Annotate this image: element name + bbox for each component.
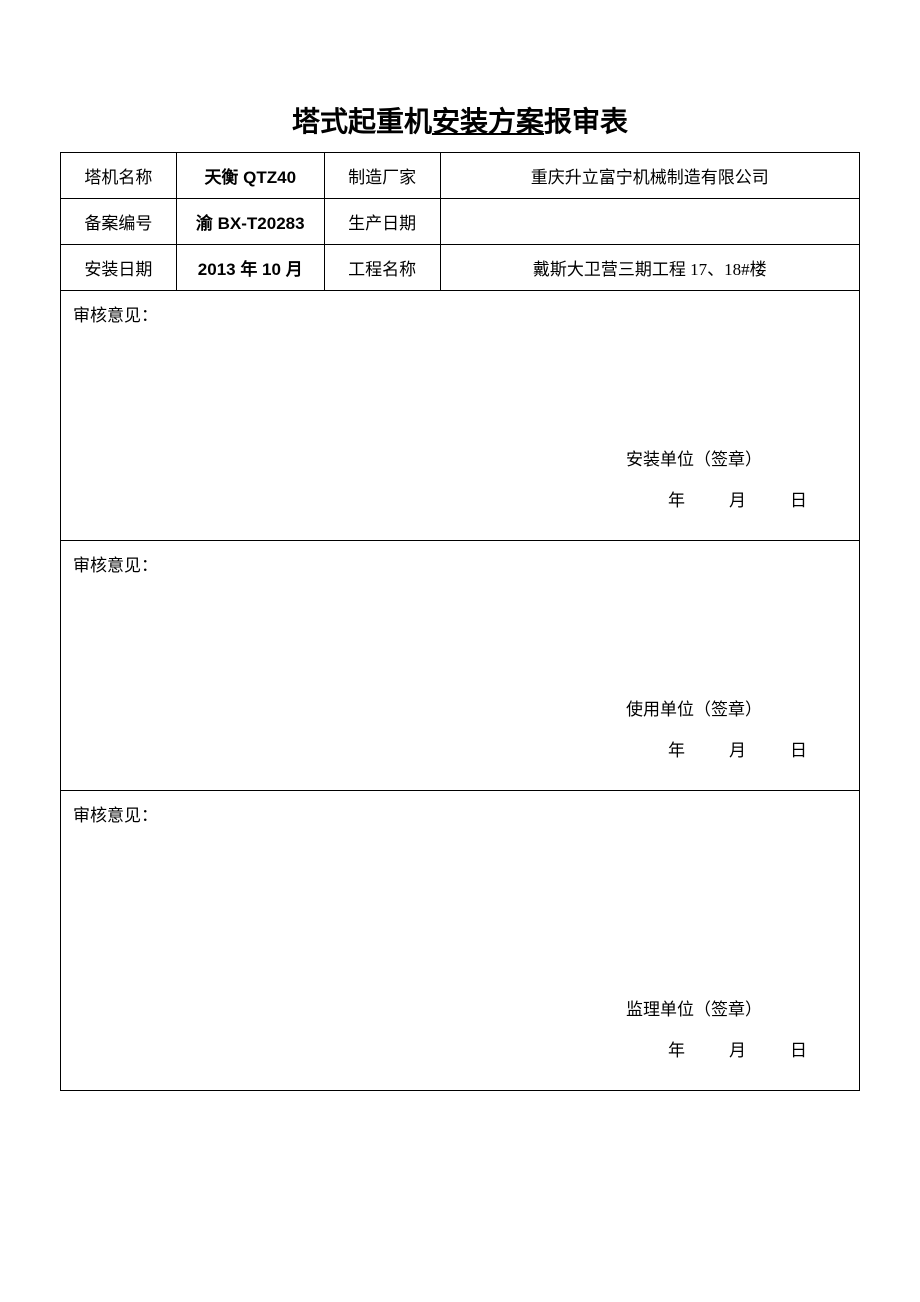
review-row-user-unit: 审核意见： 使用单位（签章） 年 月 日: [61, 541, 860, 791]
title-underlined: 安装方案: [432, 106, 544, 137]
cell-value-filing-no: 渝 BX-T20283: [176, 199, 324, 245]
review-cell: 审核意见： 安装单位（签章） 年 月 日: [61, 291, 860, 541]
title-prefix: 塔式起重机: [292, 106, 432, 137]
cell-label-filing-no: 备案编号: [61, 199, 177, 245]
cell-label-manufacturer: 制造厂家: [324, 153, 440, 199]
date-day: 日: [790, 491, 809, 510]
table-row: 安装日期 2013 年 10 月 工程名称 戴斯大卫营三期工程 17、18#楼: [61, 245, 860, 291]
cell-label-project-name: 工程名称: [324, 245, 440, 291]
date-year: 年: [668, 1041, 687, 1060]
review-row-install-unit: 审核意见： 安装单位（签章） 年 月 日: [61, 291, 860, 541]
document-title: 塔式起重机安装方案报审表: [60, 100, 860, 140]
table-row: 塔机名称 天衡 QTZ40 制造厂家 重庆升立富宁机械制造有限公司: [61, 153, 860, 199]
date-month: 月: [729, 1041, 748, 1060]
date-day: 日: [790, 741, 809, 760]
signature-unit-label: 监理单位（签章）: [626, 990, 809, 1031]
signature-unit-label: 安装单位（签章）: [626, 440, 809, 481]
cell-value-crane-name: 天衡 QTZ40: [176, 153, 324, 199]
cell-value-project-name: 戴斯大卫营三期工程 17、18#楼: [440, 245, 860, 291]
approval-form-table: 塔机名称 天衡 QTZ40 制造厂家 重庆升立富宁机械制造有限公司 备案编号 渝…: [60, 152, 860, 1091]
cell-value-install-date: 2013 年 10 月: [176, 245, 324, 291]
cell-label-crane-name: 塔机名称: [61, 153, 177, 199]
signature-date-line: 年月日: [626, 731, 809, 772]
date-month: 月: [729, 741, 748, 760]
date-year: 年: [668, 491, 687, 510]
review-cell: 审核意见： 监理单位（签章） 年 月 日: [61, 791, 860, 1091]
date-year: 年: [668, 741, 687, 760]
title-suffix: 报审表: [544, 106, 628, 137]
date-day: 日: [790, 1041, 809, 1060]
cell-value-manufacturer: 重庆升立富宁机械制造有限公司: [440, 153, 860, 199]
review-label: 审核意见：: [73, 301, 847, 326]
signature-date-line: 年月日: [626, 1031, 809, 1072]
review-cell: 审核意见： 使用单位（签章） 年 月 日: [61, 541, 860, 791]
review-label: 审核意见：: [73, 551, 847, 576]
cell-label-install-date: 安装日期: [61, 245, 177, 291]
review-row-supervision-unit: 审核意见： 监理单位（签章） 年 月 日: [61, 791, 860, 1091]
date-month: 月: [729, 491, 748, 510]
signature-block: 使用单位（签章） 年 月 日: [626, 690, 809, 772]
signature-block: 安装单位（签章） 年 月 日: [626, 440, 809, 522]
signature-block: 监理单位（签章） 年 月 日: [626, 990, 809, 1072]
cell-value-production-date: [440, 199, 860, 245]
review-label: 审核意见：: [73, 801, 847, 826]
signature-unit-label: 使用单位（签章）: [626, 690, 809, 731]
cell-label-production-date: 生产日期: [324, 199, 440, 245]
signature-date-line: 年月日: [626, 481, 809, 522]
table-row: 备案编号 渝 BX-T20283 生产日期: [61, 199, 860, 245]
